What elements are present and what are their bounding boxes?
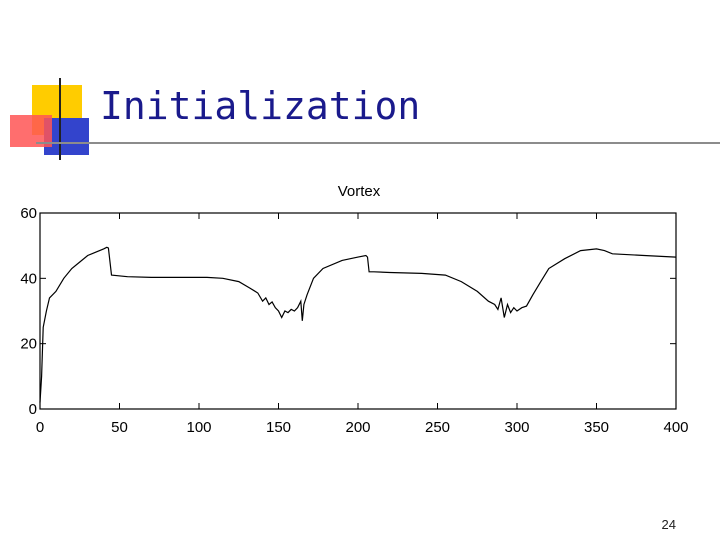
y-tick-label: 0: [29, 401, 37, 418]
x-tick-label: 100: [186, 419, 211, 436]
x-tick-label: 0: [36, 419, 44, 436]
y-tick-label: 20: [20, 336, 37, 353]
x-tick-label: 200: [345, 419, 370, 436]
x-tick-label: 250: [425, 419, 450, 436]
title-underline: [36, 142, 720, 144]
slide-title: Initialization: [100, 84, 421, 128]
x-tick-label: 300: [504, 419, 529, 436]
slide-decoration: [10, 78, 100, 160]
plot-frame: [39, 212, 677, 410]
y-tick-label: 40: [20, 270, 37, 287]
page-number: 24: [661, 517, 676, 532]
y-tick-label: 60: [20, 205, 37, 222]
vortex-chart: Vortex 0 50 100 150 200 250 300 350 400 0 20 40 60: [20, 183, 688, 436]
x-tick-label: 400: [663, 419, 688, 436]
deco-red-square: [10, 115, 52, 147]
x-tick-label: 150: [266, 419, 291, 436]
series-line: [39, 246, 677, 403]
chart-title: Vortex: [338, 183, 381, 200]
x-tick-label: 50: [111, 419, 128, 436]
x-tick-label: 350: [584, 419, 609, 436]
